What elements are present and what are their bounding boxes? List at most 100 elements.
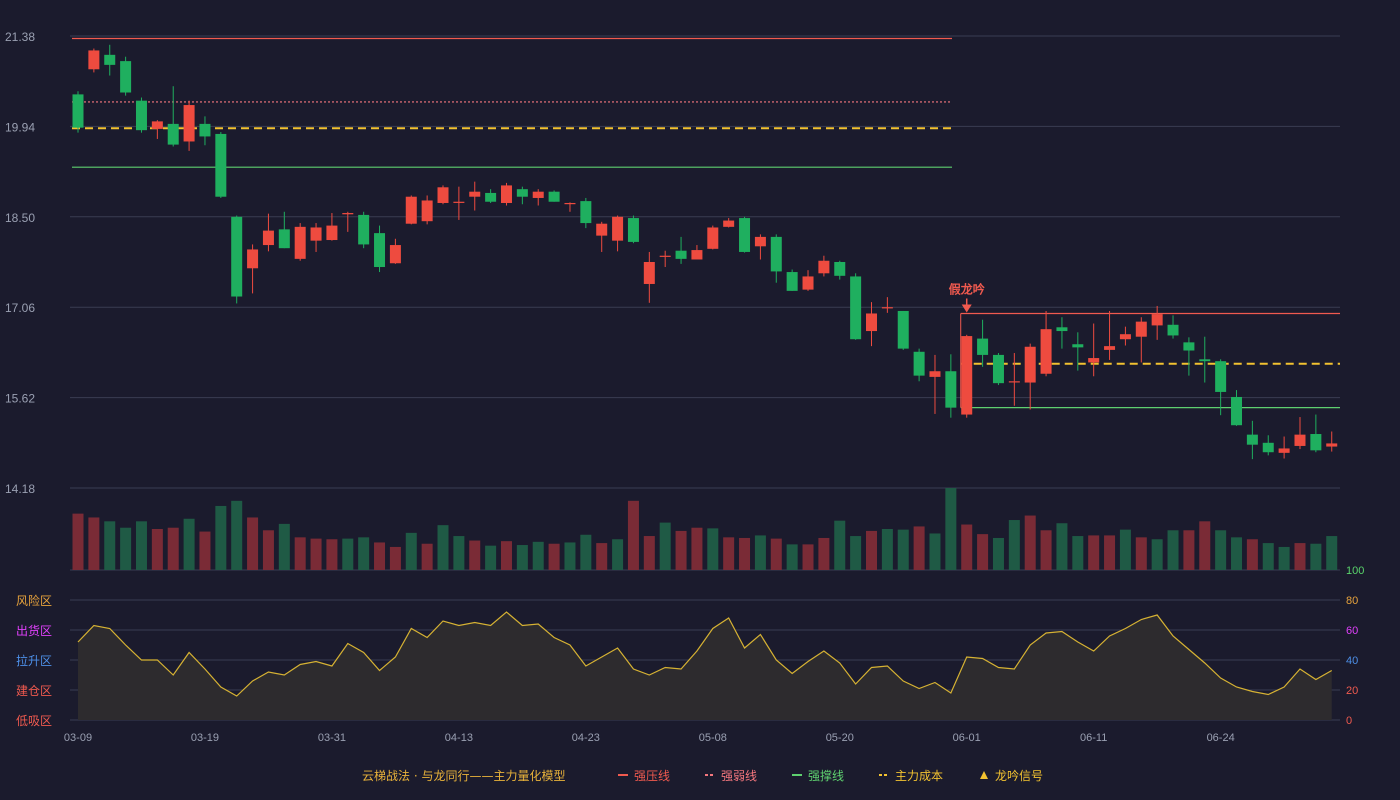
volume-bar xyxy=(120,527,132,570)
volume-bar xyxy=(516,545,528,570)
candle-body xyxy=(516,189,528,197)
zone-label: 出货区 xyxy=(16,623,52,638)
candlesticks xyxy=(72,44,1338,460)
volume-bar xyxy=(580,534,592,570)
candle-body xyxy=(913,351,925,376)
candle-body xyxy=(1262,442,1274,453)
price-tick-label: 17.06 xyxy=(5,301,35,315)
candle-body xyxy=(548,191,560,202)
candle-body xyxy=(120,61,132,93)
legend-label: 主力成本 xyxy=(895,769,943,783)
date-tick-label: 03-09 xyxy=(64,732,92,744)
volume-bar xyxy=(326,539,338,570)
candle-body xyxy=(707,227,719,249)
volume-bar xyxy=(453,536,465,570)
volume-bar xyxy=(627,500,639,570)
volume-bar xyxy=(374,542,386,570)
indicator-area xyxy=(77,611,1333,720)
candle-body xyxy=(992,354,1004,384)
volume-bar xyxy=(961,524,973,570)
date-tick-label: 05-20 xyxy=(826,732,854,744)
candle-body xyxy=(278,229,290,249)
candle-body xyxy=(437,187,449,203)
volume-bar xyxy=(262,530,274,570)
support-resistance-lines xyxy=(72,37,1340,409)
indicator-tick-label: 80 xyxy=(1346,595,1358,607)
indicator-tick-label: 60 xyxy=(1346,625,1358,637)
legend-label: 龙吟信号 xyxy=(995,768,1043,783)
date-tick-label: 04-23 xyxy=(572,732,600,744)
volume-bar xyxy=(1246,539,1258,570)
candle-body xyxy=(1231,396,1243,426)
volume-bar xyxy=(564,542,576,570)
candle-body xyxy=(1167,324,1179,336)
candle-body xyxy=(675,250,687,259)
date-tick-label: 06-01 xyxy=(953,732,981,744)
volume-bar xyxy=(1167,530,1179,570)
volume-bar xyxy=(1326,536,1338,570)
date-tick-label: 06-24 xyxy=(1207,732,1235,744)
volume-bar xyxy=(612,539,624,570)
legend-title: 云梯战法 · 与龙同行——主力量化模型 xyxy=(362,769,565,783)
candle-body xyxy=(739,218,751,252)
candle-body xyxy=(691,250,703,260)
date-tick-label: 04-13 xyxy=(445,732,473,744)
candle-body xyxy=(262,230,274,246)
indicator-tick-label: 20 xyxy=(1346,685,1358,697)
volume-bar xyxy=(421,543,433,570)
volume-bar xyxy=(1119,529,1131,570)
candle-body xyxy=(183,105,195,142)
candle-body xyxy=(1151,314,1163,326)
volume-bar xyxy=(1072,536,1084,570)
candle-body xyxy=(802,276,814,290)
volume-bar xyxy=(1151,539,1163,570)
candle-body xyxy=(1310,434,1322,451)
candle-body xyxy=(1008,381,1020,383)
volume-bar xyxy=(199,531,211,570)
volume-bar xyxy=(405,532,417,570)
candle-body xyxy=(405,196,417,224)
legend-label: 强撑线 xyxy=(808,768,844,783)
candle-body xyxy=(723,220,735,227)
candle-body xyxy=(977,338,989,355)
volume-bar xyxy=(389,546,401,570)
legend-label: 强弱线 xyxy=(721,769,757,783)
candle-body xyxy=(627,218,639,242)
volume-bar xyxy=(358,537,370,570)
candle-body xyxy=(389,245,401,264)
volume-bar xyxy=(500,541,512,570)
signal-label: 假龙吟 xyxy=(949,281,985,296)
volume-bar xyxy=(1231,537,1243,570)
price-tick-label: 18.50 xyxy=(5,211,35,225)
candle-body xyxy=(1088,358,1100,363)
volume-bar xyxy=(992,537,1004,570)
candle-body xyxy=(167,123,179,145)
price-axis: 21.38 19.94 18.50 17.06 15.62 14.18 xyxy=(5,30,35,496)
volume-bar xyxy=(786,544,798,570)
date-tick-label: 06-11 xyxy=(1080,732,1107,744)
volume-bar xyxy=(167,527,179,570)
volume-bar xyxy=(929,533,941,570)
volume-bar xyxy=(231,500,243,570)
candle-body xyxy=(897,310,909,349)
candle-body xyxy=(374,233,386,268)
indicator-line xyxy=(77,611,1333,697)
candle-body xyxy=(850,276,862,340)
candle-body xyxy=(1183,342,1195,351)
zone-label: 风险区 xyxy=(16,593,52,608)
volume-bar xyxy=(596,543,608,570)
date-axis: 03-09 03-19 03-31 04-13 04-23 05-08 05-20 06-01… xyxy=(64,732,1235,744)
volume-bar xyxy=(977,534,989,570)
candle-body xyxy=(866,313,877,332)
volume-bar xyxy=(1294,543,1306,570)
signal-marker: 假龙吟 xyxy=(949,281,985,313)
candle-body xyxy=(1040,329,1052,374)
volume-bar xyxy=(643,536,655,570)
legend-label: 强压线 xyxy=(634,769,670,783)
volume-bar xyxy=(723,537,735,570)
candle-body xyxy=(1104,346,1116,350)
zone-label: 低吸区 xyxy=(16,714,52,728)
candle-body xyxy=(1278,448,1290,453)
candle-body xyxy=(818,260,830,274)
